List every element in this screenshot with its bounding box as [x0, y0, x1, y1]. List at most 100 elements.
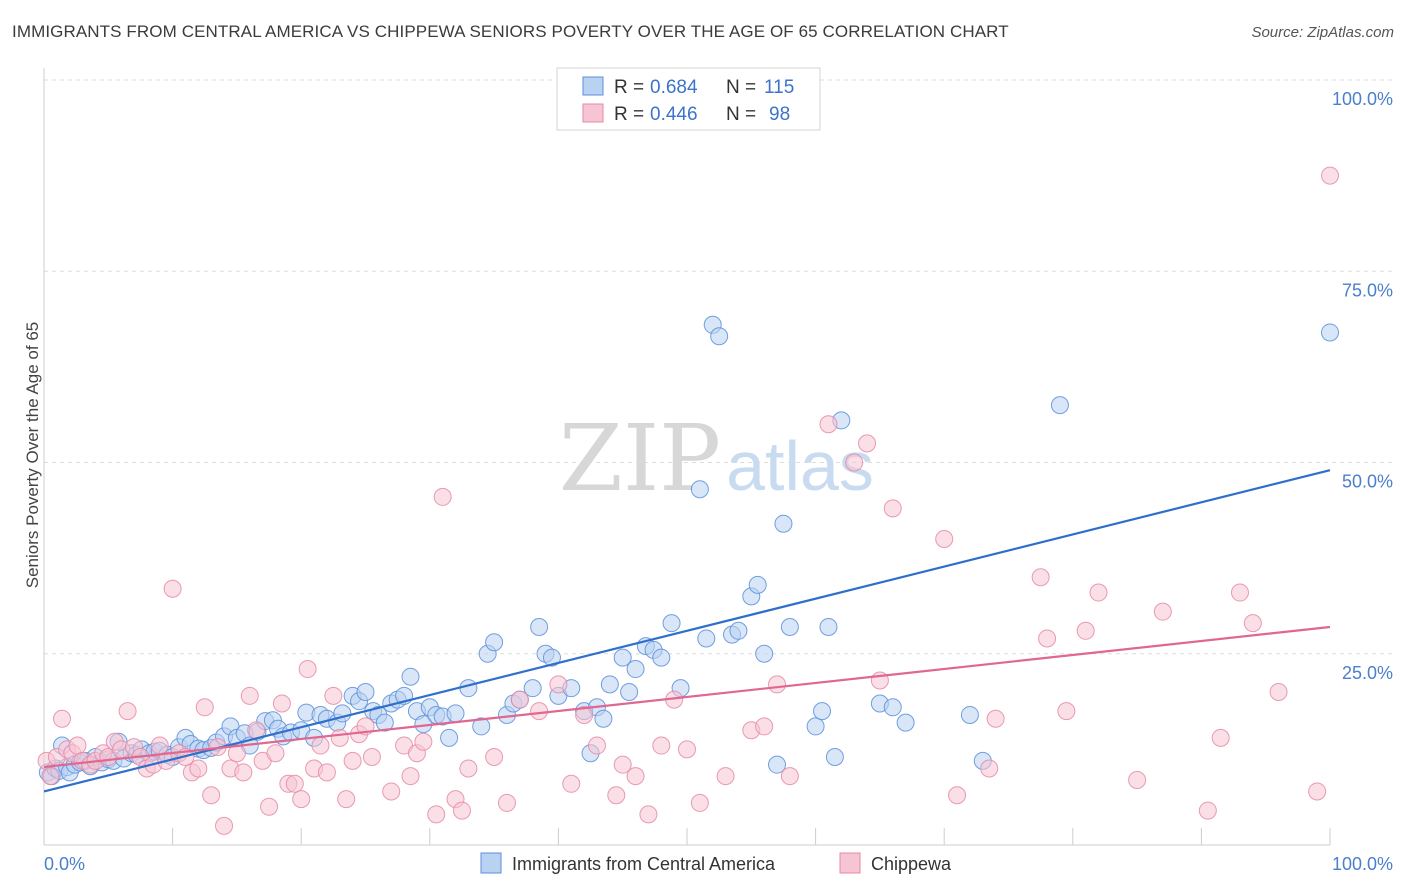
- trend-lines: [43, 469, 1331, 793]
- point-pink-57: [414, 732, 433, 751]
- point-blue-105: [806, 717, 825, 736]
- point-pink-79: [716, 767, 735, 786]
- x-tick-label-0: 0.0%: [44, 854, 85, 874]
- point-pink-31: [227, 744, 246, 763]
- point-pink-58: [427, 805, 446, 824]
- point-pink-40: [285, 774, 304, 793]
- point-pink-95: [1057, 702, 1076, 721]
- source-credit: Source: ZipAtlas.com: [1251, 24, 1394, 41]
- point-blue-87: [626, 660, 645, 679]
- point-blue-74: [523, 679, 542, 698]
- point-pink-85: [845, 453, 864, 472]
- point-blue-98: [729, 621, 748, 640]
- point-pink-86: [858, 434, 877, 453]
- point-blue-55: [375, 713, 394, 732]
- point-pink-45: [317, 763, 336, 782]
- point-pink-88: [883, 499, 902, 518]
- point-pink-83: [780, 767, 799, 786]
- axes: [43, 68, 1331, 846]
- point-pink-27: [202, 786, 221, 805]
- point-pink-66: [530, 702, 549, 721]
- series-legend: Immigrants from Central America Chippewa: [480, 852, 952, 874]
- point-pink-21: [163, 579, 182, 598]
- trend-line-pink: [43, 625, 1331, 769]
- point-blue-86: [620, 683, 639, 701]
- bottom-legend-swatch-blue: [480, 852, 502, 874]
- point-pink-91: [980, 759, 999, 778]
- point-pink-97: [1089, 583, 1108, 602]
- legend-swatch-blue: [582, 76, 604, 96]
- point-blue-77: [542, 648, 561, 667]
- point-blue-68: [472, 717, 491, 736]
- point-pink-78: [690, 793, 709, 812]
- point-pink-53: [382, 782, 401, 801]
- point-blue-112: [896, 713, 915, 732]
- point-pink-75: [652, 736, 671, 755]
- y-tick-label-1: 50.0%: [1342, 472, 1393, 492]
- point-pink-90: [948, 786, 967, 805]
- legend-r-value-2: 0.446: [650, 104, 698, 125]
- point-blue-85: [613, 648, 632, 667]
- point-pink-36: [260, 797, 279, 816]
- trend-line-blue: [43, 469, 1331, 793]
- point-pink-32: [234, 763, 253, 782]
- point-blue-83: [594, 709, 613, 728]
- legend-swatch-pink: [582, 103, 604, 123]
- point-blue-113: [960, 705, 979, 724]
- point-blue-115: [1050, 396, 1069, 415]
- point-pink-84: [819, 415, 838, 434]
- point-blue-116: [1321, 323, 1339, 342]
- point-blue-96: [710, 327, 729, 346]
- point-pink-29: [215, 816, 234, 835]
- legend-n-value-2: 98: [769, 104, 790, 125]
- point-pink-70: [587, 736, 606, 755]
- point-pink-82: [768, 675, 787, 694]
- point-blue-59: [401, 667, 420, 686]
- point-pink-68: [562, 774, 581, 793]
- point-pink-26: [195, 698, 214, 717]
- point-pink-72: [613, 755, 632, 774]
- point-pink-102: [1230, 583, 1249, 602]
- point-pink-106: [1321, 166, 1339, 185]
- point-pink-55: [401, 767, 420, 786]
- chart-title: IMMIGRANTS FROM CENTRAL AMERICA VS CHIPP…: [12, 22, 1009, 41]
- point-blue-102: [768, 755, 787, 774]
- point-pink-104: [1269, 683, 1288, 701]
- point-pink-71: [607, 786, 626, 805]
- point-pink-44: [311, 736, 330, 755]
- point-blue-70: [485, 633, 504, 652]
- point-pink-101: [1211, 728, 1230, 747]
- point-blue-107: [819, 617, 838, 636]
- point-pink-49: [343, 751, 362, 770]
- point-blue-66: [446, 704, 465, 723]
- point-blue-101: [755, 644, 774, 663]
- point-blue-93: [690, 480, 709, 499]
- point-pink-105: [1308, 782, 1327, 801]
- point-blue-94: [697, 629, 716, 648]
- point-pink-6: [68, 736, 87, 755]
- stats-legend: R = 0.684 N = 115 R = 0.446 N = 98: [556, 67, 821, 131]
- point-pink-103: [1243, 614, 1262, 633]
- point-blue-106: [813, 702, 832, 721]
- point-pink-19: [150, 736, 169, 755]
- point-pink-59: [433, 487, 452, 506]
- legend-r-label-1: R =: [614, 77, 644, 98]
- point-pink-48: [337, 790, 356, 809]
- y-tick-label-2: 75.0%: [1342, 280, 1393, 300]
- point-pink-3: [53, 709, 72, 728]
- point-pink-65: [510, 690, 529, 709]
- y-tick-labels: 25.0% 50.0% 75.0% 100.0%: [1332, 89, 1393, 683]
- bottom-legend-swatch-pink: [839, 852, 861, 874]
- point-pink-64: [497, 793, 516, 812]
- point-blue-90: [652, 648, 671, 667]
- point-blue-65: [440, 728, 459, 747]
- point-pink-74: [639, 805, 658, 824]
- point-pink-33: [240, 686, 259, 705]
- point-pink-41: [292, 790, 311, 809]
- point-pink-77: [678, 740, 696, 759]
- point-pink-42: [298, 660, 317, 679]
- point-pink-73: [626, 767, 645, 786]
- point-blue-84: [600, 675, 619, 694]
- point-pink-14: [118, 702, 137, 721]
